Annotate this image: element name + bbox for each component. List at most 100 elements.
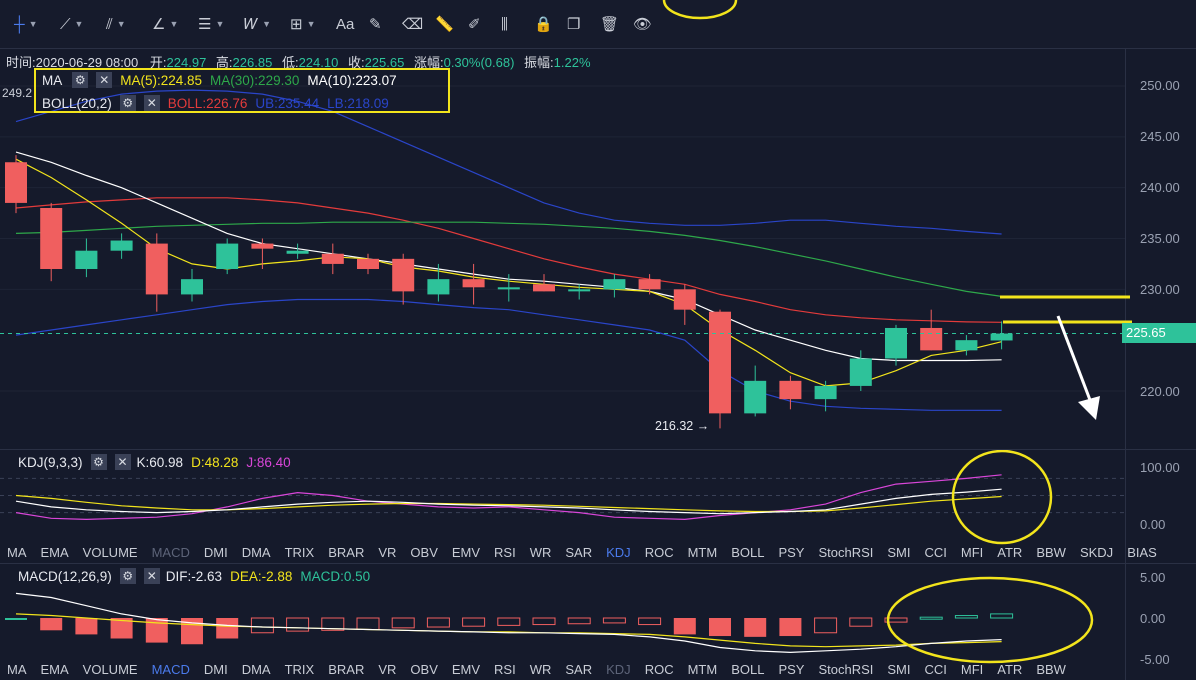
macd-histogram-bar bbox=[250, 617, 274, 634]
kdj-close-icon[interactable]: ✕ bbox=[114, 454, 131, 470]
add-rectangle-tool-button[interactable]: ⊞ ▼ bbox=[290, 10, 316, 38]
indicator-tab-roc[interactable]: ROC bbox=[644, 661, 674, 677]
ma-name: MA bbox=[42, 72, 63, 88]
indicator-tab-bbw[interactable]: BBW bbox=[1036, 661, 1066, 677]
price-tick: 250.00 bbox=[1140, 78, 1180, 93]
indicator-tab-psy[interactable]: PSY bbox=[778, 661, 805, 677]
boll-settings-icon[interactable]: ⚙ bbox=[119, 95, 136, 111]
fibonacci-tool-button[interactable]: ☰ ▼ bbox=[198, 10, 224, 38]
indicator-tab-wr[interactable]: WR bbox=[529, 544, 552, 560]
pen-tool-button[interactable]: ✐ bbox=[468, 10, 481, 38]
indicator-tab-macd[interactable]: MACD bbox=[151, 544, 190, 560]
indicator-tab-obv[interactable]: OBV bbox=[410, 544, 438, 560]
eraser-tool-button[interactable]: ⌫ bbox=[402, 10, 423, 38]
indicator-tab-brar[interactable]: BRAR bbox=[328, 544, 365, 560]
indicator-tab-vr[interactable]: VR bbox=[378, 544, 397, 560]
indicator-tab-mtm[interactable]: MTM bbox=[687, 661, 718, 677]
indicator-tab-ema[interactable]: EMA bbox=[40, 661, 69, 677]
indicator-tab-atr[interactable]: ATR bbox=[997, 661, 1023, 677]
kdj-tick: 0.00 bbox=[1140, 517, 1166, 532]
indicator-tab-volume[interactable]: VOLUME bbox=[82, 544, 138, 560]
indicator-tab-emv[interactable]: EMV bbox=[451, 661, 481, 677]
ma-legend: MA ⚙ ✕ MA(5):224.85 MA(30):229.30 MA(10)… bbox=[42, 72, 397, 88]
kdj-settings-icon[interactable]: ⚙ bbox=[90, 454, 107, 470]
indicator-tab-wr[interactable]: WR bbox=[529, 661, 552, 677]
indicator-tab-kdj[interactable]: KDJ bbox=[606, 661, 631, 677]
ma-close-icon[interactable]: ✕ bbox=[96, 72, 113, 88]
indicator-tab-obv[interactable]: OBV bbox=[410, 661, 438, 677]
indicator-tab-bbw[interactable]: BBW bbox=[1036, 544, 1066, 560]
indicator-tab-kdj[interactable]: KDJ bbox=[606, 544, 631, 560]
angle-tool-button[interactable]: ∠ ▼ bbox=[152, 10, 178, 38]
macd-histogram-bar bbox=[990, 613, 1014, 619]
line-draw-tool-button[interactable]: ⟋ ▼ bbox=[60, 10, 83, 38]
indicator-tab-vr[interactable]: VR bbox=[378, 661, 397, 677]
high-value: 226.85 bbox=[232, 55, 273, 70]
eye-tool-button[interactable]: 👁 bbox=[633, 10, 652, 38]
candle-body bbox=[849, 358, 872, 386]
trash-tool-button[interactable]: 🗑 bbox=[600, 10, 619, 38]
indicator-tab-psy[interactable]: PSY bbox=[778, 544, 805, 560]
indicator-tab-trix[interactable]: TRIX bbox=[284, 544, 315, 560]
indicator-tab-ma[interactable]: MA bbox=[7, 661, 27, 677]
indicator-tab-volume[interactable]: VOLUME bbox=[82, 661, 138, 677]
indicator-tab-boll[interactable]: BOLL bbox=[731, 661, 765, 677]
ohlc-info: 时间:2020-06-29 08:00 开:224.97 高:226.85 低:… bbox=[6, 52, 591, 71]
indicator-tab-brar[interactable]: BRAR bbox=[328, 661, 365, 677]
indicator-tab-mfi[interactable]: MFI bbox=[960, 544, 984, 560]
macd-histogram-bar bbox=[744, 618, 767, 637]
indicator-tab-dmi[interactable]: DMI bbox=[203, 661, 228, 677]
macd-close-icon[interactable]: ✕ bbox=[143, 568, 160, 584]
indicator-tab-atr[interactable]: ATR bbox=[997, 544, 1023, 560]
annotation-circle bbox=[951, 449, 1053, 545]
indicator-tab-boll[interactable]: BOLL bbox=[731, 544, 765, 560]
indicator-tab-ma[interactable]: MA bbox=[7, 544, 27, 560]
price-tick: 240.00 bbox=[1140, 180, 1180, 195]
ma10-line bbox=[15, 151, 1002, 362]
kdj-legend: KDJ(9,3,3) ⚙ ✕ K:60.98 D:48.28 J:86.40 bbox=[18, 454, 291, 470]
lock-tool-button[interactable]: 🔒 bbox=[534, 10, 553, 38]
indicator-tab-macd[interactable]: MACD bbox=[151, 661, 190, 677]
indicator-tab-mfi[interactable]: MFI bbox=[960, 661, 984, 677]
indicator-tab-stochrsi[interactable]: StochRSI bbox=[818, 661, 874, 677]
indicator-tab-trix[interactable]: TRIX bbox=[284, 661, 315, 677]
chevron-down-icon: ▼ bbox=[28, 19, 38, 29]
indicator-tab-rsi[interactable]: RSI bbox=[494, 544, 516, 560]
macd-histogram-bar bbox=[567, 617, 591, 625]
indicator-tab-sar[interactable]: SAR bbox=[565, 661, 593, 677]
macd-settings-icon[interactable]: ⚙ bbox=[119, 568, 136, 584]
indicator-tab-cci[interactable]: CCI bbox=[924, 661, 947, 677]
indicator-tab-mtm[interactable]: MTM bbox=[687, 544, 718, 560]
indicator-tab-stochrsi[interactable]: StochRSI bbox=[818, 544, 874, 560]
indicator-tab-rsi[interactable]: RSI bbox=[494, 661, 516, 677]
indicator-tab-roc[interactable]: ROC bbox=[644, 544, 674, 560]
indicator-tab-dma[interactable]: DMA bbox=[241, 544, 271, 560]
ma-settings-icon[interactable]: ⚙ bbox=[72, 72, 89, 88]
macd-dif-line bbox=[15, 592, 1002, 654]
macd-histogram-bar bbox=[954, 615, 978, 619]
indicator-tab-cci[interactable]: CCI bbox=[924, 544, 947, 560]
indicator-tab-ema[interactable]: EMA bbox=[40, 544, 69, 560]
macd-histogram-bar bbox=[532, 617, 556, 626]
wave-tool-button[interactable]: 𝑊 ▼ bbox=[244, 10, 271, 38]
candle-tool-button[interactable]: ⫼ bbox=[501, 10, 508, 38]
ruler-tool-button[interactable]: 📏 bbox=[435, 10, 454, 38]
indicator-tab-emv[interactable]: EMV bbox=[451, 544, 481, 560]
candle-body bbox=[462, 279, 485, 288]
crosshair-tool-button[interactable]: ┼ ▼ bbox=[14, 10, 38, 38]
indicator-tab-smi[interactable]: SMI bbox=[887, 544, 911, 560]
indicator-tab-dmi[interactable]: DMI bbox=[203, 544, 228, 560]
parallel-lines-tool-button[interactable]: ⫽ ▼ bbox=[106, 10, 126, 38]
indicator-tab-smi[interactable]: SMI bbox=[887, 661, 911, 677]
indicator-tab-skdj[interactable]: SKDJ bbox=[1079, 544, 1114, 560]
indicator-tab-dma[interactable]: DMA bbox=[241, 661, 271, 677]
chevron-down-icon: ▼ bbox=[215, 19, 225, 29]
brush-tool-button[interactable]: ✎ bbox=[369, 10, 382, 38]
indicator-tab-bias[interactable]: BIAS bbox=[1127, 544, 1157, 560]
copy-tool-button[interactable]: ❐ bbox=[567, 10, 580, 38]
macd-histogram-bar bbox=[638, 617, 662, 626]
boll-close-icon[interactable]: ✕ bbox=[143, 95, 160, 111]
indicator-tab-sar[interactable]: SAR bbox=[565, 544, 593, 560]
text-tool-button[interactable]: Aa bbox=[336, 10, 354, 38]
kdj-name: KDJ(9,3,3) bbox=[18, 454, 83, 470]
